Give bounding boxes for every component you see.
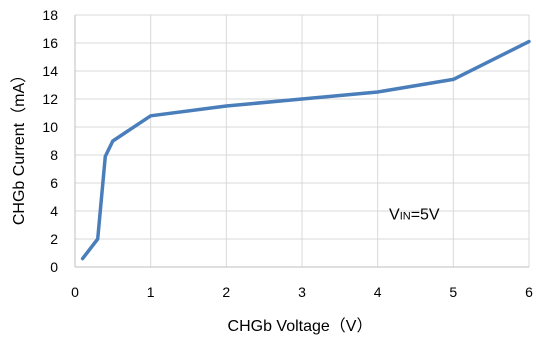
axes — [74, 15, 529, 268]
series-group — [80, 39, 531, 261]
x-tick-label: 5 — [449, 284, 457, 300]
y-tick-label: 0 — [50, 259, 58, 275]
y-tick-label: 14 — [42, 63, 58, 79]
y-tick-label: 12 — [42, 91, 58, 107]
y-tick-label: 10 — [42, 119, 58, 135]
x-tick-labels: 0 1 2 3 4 5 6 — [71, 284, 533, 300]
x-tick-label: 6 — [525, 284, 533, 300]
vin-annotation-tail: =5V — [411, 206, 440, 223]
x-tick-label: 4 — [374, 284, 382, 300]
y-tick-label: 18 — [42, 7, 58, 23]
vin-annotation: VIN=5V — [389, 206, 440, 223]
vin-annotation-sub: IN — [400, 210, 411, 222]
x-axis-label: CHGb Voltage（V） — [228, 317, 373, 335]
y-tick-label: 6 — [50, 175, 58, 191]
y-tick-label: 16 — [42, 35, 58, 51]
x-tick-label: 0 — [71, 284, 79, 300]
grid — [75, 14, 530, 267]
y-tick-label: 2 — [50, 231, 58, 247]
vin-annotation-main: V — [389, 206, 400, 223]
y-tick-labels: 0 2 4 6 8 10 12 14 16 18 — [42, 7, 58, 275]
y-tick-label: 4 — [50, 203, 58, 219]
series-line — [80, 39, 531, 261]
y-tick-label: 8 — [50, 147, 58, 163]
y-axis-label: CHGb Current（mA） — [10, 67, 28, 225]
x-tick-label: 2 — [222, 284, 230, 300]
x-tick-label: 3 — [298, 284, 306, 300]
x-tick-label: 1 — [147, 284, 155, 300]
